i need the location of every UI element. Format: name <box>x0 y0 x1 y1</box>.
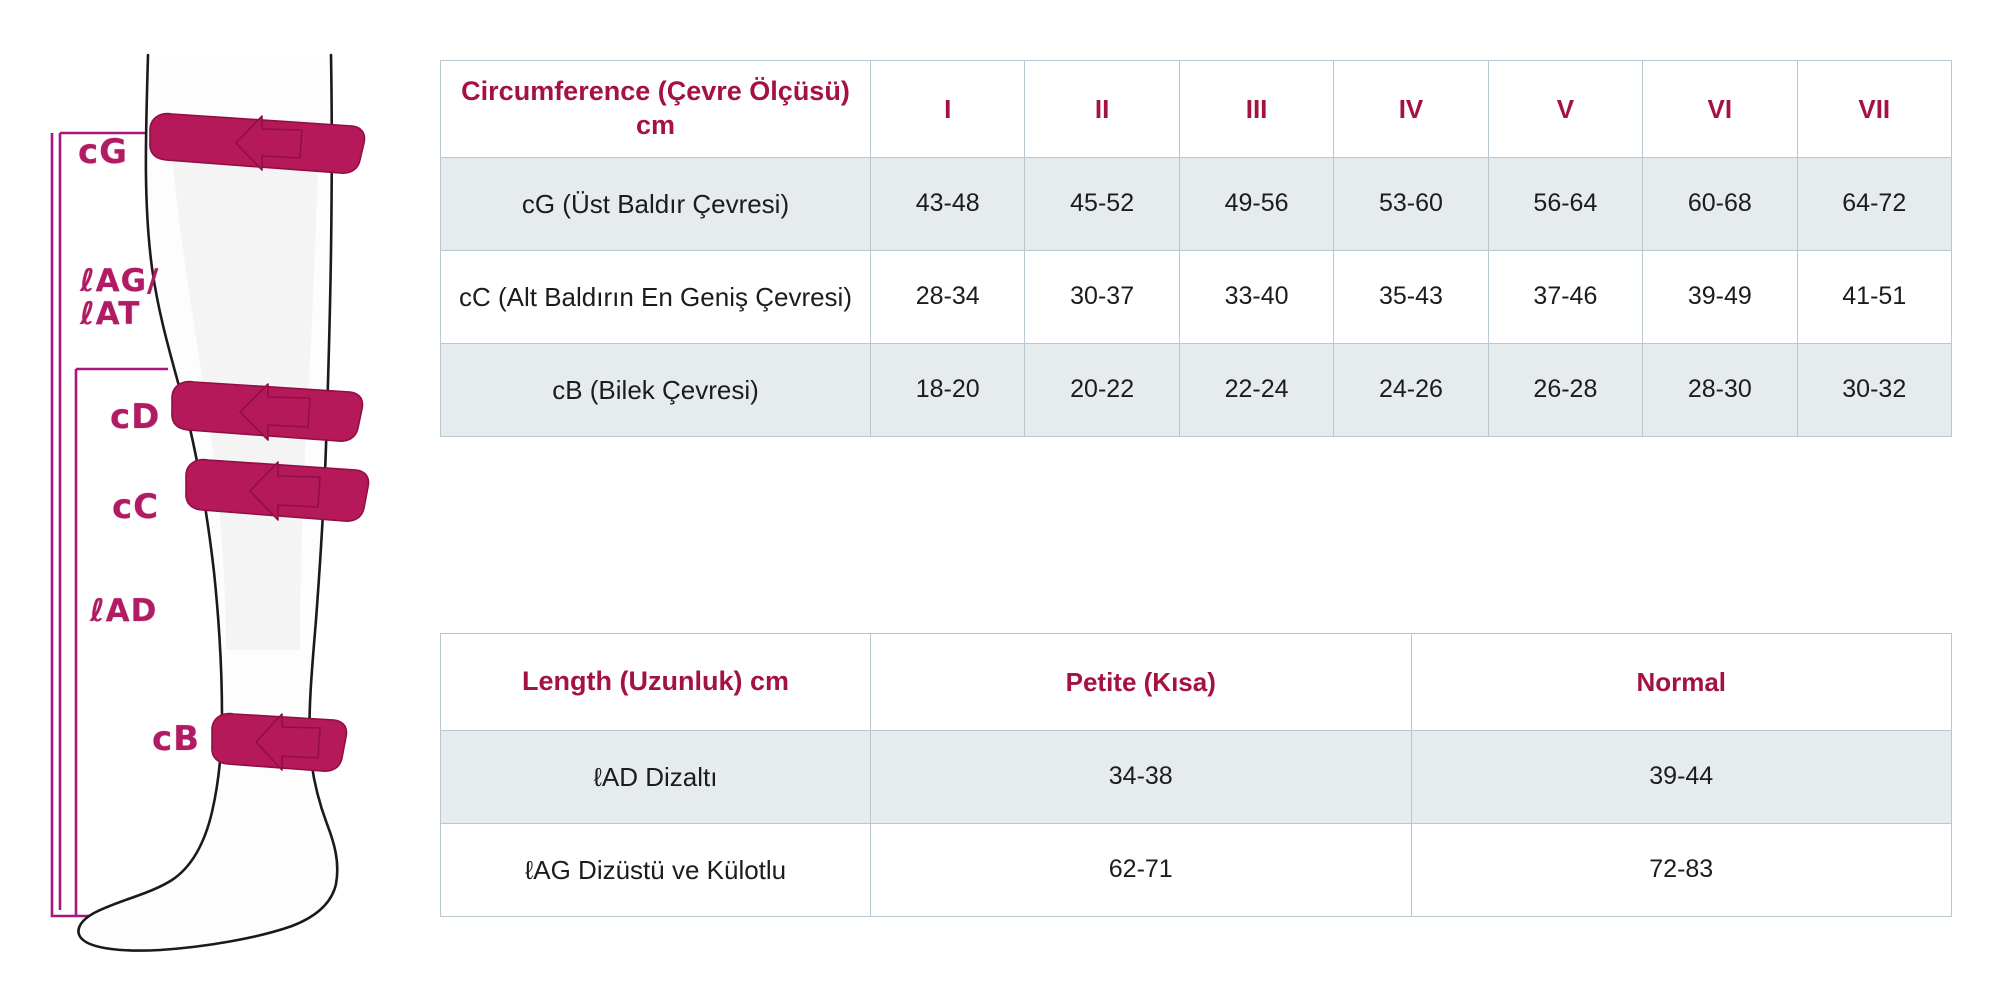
cell-lAG-petite: 62-71 <box>870 823 1412 917</box>
row-label-cG: cG (Üst Baldır Çevresi) <box>440 157 871 251</box>
diagram-label-lAG-lAT: ℓAG/ ℓAT <box>80 263 160 332</box>
cell-cB-VI: 28-30 <box>1642 343 1798 437</box>
table-row: cB (Bilek Çevresi) 18-20 20-22 22-24 24-… <box>440 343 1953 437</box>
circumference-size-header-5: V <box>1487 60 1644 158</box>
diagram-label-cB: cB <box>152 719 201 759</box>
diagram-label-cC: cC <box>112 487 160 527</box>
length-table: Length (Uzunluk) cm Petite (Kısa) Normal… <box>440 633 1952 917</box>
circumference-size-header-7: VII <box>1796 60 1953 158</box>
cell-cC-VII: 41-51 <box>1796 250 1953 344</box>
cell-cB-III: 22-24 <box>1178 343 1335 437</box>
length-table-body: ℓAD Dizaltı 34-38 39-44 ℓAG Dizüstü ve K… <box>440 730 1952 917</box>
cell-cC-V: 37-46 <box>1487 250 1644 344</box>
circumference-header-row: Circumference (Çevre Ölçüsü) cm I II III… <box>440 60 1953 158</box>
length-size-header-normal: Normal <box>1410 633 1952 731</box>
row-label-lAG: ℓAG Dizüstü ve Külotlu <box>440 823 871 917</box>
diagram-label-lAD: ℓAD <box>90 593 158 629</box>
cell-cG-VII: 64-72 <box>1796 157 1953 251</box>
circumference-size-header-2: II <box>1024 60 1180 158</box>
table-row: ℓAG Dizüstü ve Külotlu 62-71 72-83 <box>440 823 1952 917</box>
length-size-header-petite: Petite (Kısa) <box>870 633 1412 731</box>
row-label-lAD: ℓAD Dizaltı <box>440 730 871 824</box>
cell-cC-III: 33-40 <box>1178 250 1335 344</box>
leg-measurement-diagram: cG ℓAG/ ℓAT cD cC ℓAD cB <box>0 0 440 1000</box>
cell-cG-I: 43-48 <box>869 157 1026 251</box>
diagram-label-cG: cG <box>78 132 129 172</box>
length-header-row: Length (Uzunluk) cm Petite (Kısa) Normal <box>440 633 1952 731</box>
circumference-table-head: Circumference (Çevre Ölçüsü) cm I II III… <box>440 60 1953 158</box>
diagram-pane: cG ℓAG/ ℓAT cD cC ℓAD cB <box>0 0 440 1000</box>
length-table-head: Length (Uzunluk) cm Petite (Kısa) Normal <box>440 633 1952 731</box>
cell-cB-V: 26-28 <box>1487 343 1644 437</box>
cell-cB-VII: 30-32 <box>1796 343 1953 437</box>
cell-cG-IV: 53-60 <box>1333 157 1489 251</box>
circumference-table-body: cG (Üst Baldır Çevresi) 43-48 45-52 49-5… <box>440 157 1953 437</box>
leg-illustration-svg <box>50 53 370 952</box>
cell-cB-II: 20-22 <box>1024 343 1180 437</box>
cell-cC-IV: 35-43 <box>1333 250 1489 344</box>
circumference-label-header: Circumference (Çevre Ölçüsü) cm <box>440 60 871 158</box>
circumference-size-header-4: IV <box>1333 60 1489 158</box>
length-label-header: Length (Uzunluk) cm <box>440 633 871 731</box>
cell-cG-II: 45-52 <box>1024 157 1180 251</box>
circumference-size-header-3: III <box>1178 60 1335 158</box>
table-row: cG (Üst Baldır Çevresi) 43-48 45-52 49-5… <box>440 157 1953 251</box>
row-label-cC: cC (Alt Baldırın En Geniş Çevresi) <box>440 250 871 344</box>
diagram-label-cD: cD <box>110 397 161 437</box>
cell-cB-I: 18-20 <box>869 343 1026 437</box>
cell-cG-III: 49-56 <box>1178 157 1335 251</box>
cell-cC-VI: 39-49 <box>1642 250 1798 344</box>
table-row: cC (Alt Baldırın En Geniş Çevresi) 28-34… <box>440 250 1953 344</box>
row-label-cB: cB (Bilek Çevresi) <box>440 343 871 437</box>
cell-cC-II: 30-37 <box>1024 250 1180 344</box>
cell-cB-IV: 24-26 <box>1333 343 1489 437</box>
table-spacer <box>440 437 1952 633</box>
circumference-size-header-6: VI <box>1642 60 1798 158</box>
cell-cC-I: 28-34 <box>869 250 1026 344</box>
cell-cG-VI: 60-68 <box>1642 157 1798 251</box>
table-row: ℓAD Dizaltı 34-38 39-44 <box>440 730 1952 824</box>
cell-lAG-normal: 72-83 <box>1410 823 1952 917</box>
cell-cG-V: 56-64 <box>1487 157 1644 251</box>
cell-lAD-normal: 39-44 <box>1410 730 1952 824</box>
tables-pane: Circumference (Çevre Ölçüsü) cm I II III… <box>440 0 2000 917</box>
circumference-table: Circumference (Çevre Ölçüsü) cm I II III… <box>440 60 1953 437</box>
cell-lAD-petite: 34-38 <box>870 730 1412 824</box>
circumference-size-header-1: I <box>869 60 1026 158</box>
